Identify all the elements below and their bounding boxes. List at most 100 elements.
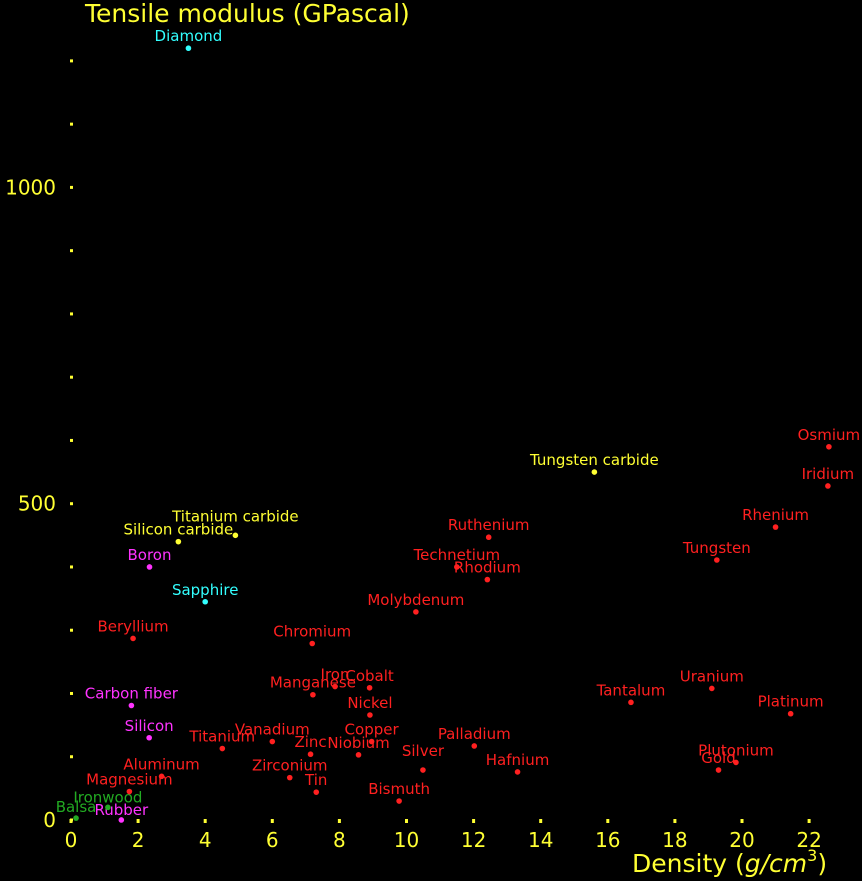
data-point — [355, 752, 362, 758]
point-label: Magnesium — [86, 771, 173, 789]
data-point — [825, 483, 831, 489]
data-point — [146, 734, 152, 741]
x-tick-label: 8 — [333, 828, 346, 852]
point-label: Platinum — [758, 693, 824, 711]
point-label: Ruthenium — [448, 516, 530, 534]
x-tick-label: 18 — [662, 828, 687, 852]
point-label: Osmium — [798, 426, 861, 444]
data-point — [185, 45, 192, 52]
point-label: Iron — [321, 666, 350, 684]
point-label: Aluminum — [123, 755, 199, 773]
x-tick-label: 12 — [461, 828, 486, 852]
x-tick-label: 16 — [595, 828, 620, 852]
data-point — [826, 443, 832, 450]
point-label: Rhodium — [454, 559, 521, 577]
point-label: Nickel — [347, 694, 392, 712]
data-point — [471, 743, 478, 749]
point-label: Balsa — [56, 798, 97, 816]
point-label: Beryllium — [97, 617, 168, 635]
data-point — [146, 564, 153, 570]
data-point — [332, 683, 338, 690]
point-label: Zirconium — [252, 757, 328, 775]
point-label: Palladium — [438, 725, 511, 743]
data-point — [310, 691, 316, 698]
data-point — [733, 759, 739, 766]
point-label: Carbon fiber — [85, 684, 179, 702]
data-point — [420, 767, 426, 773]
data-point — [714, 557, 720, 563]
point-label: Diamond — [155, 27, 223, 45]
data-point — [307, 751, 314, 758]
x-axis-title: Density (g/cm3) — [632, 846, 827, 878]
point-label: Ironwood — [73, 788, 142, 806]
point-label: Tungsten — [682, 539, 751, 557]
data-point — [628, 699, 634, 706]
point-label: Molybdenum — [367, 591, 464, 609]
point-label: Tantalum — [596, 681, 666, 699]
point-label: Uranium — [680, 667, 744, 685]
data-point — [396, 798, 402, 804]
point-label: Gold — [701, 749, 736, 767]
data-point — [118, 817, 125, 823]
point-label: Tin — [304, 771, 327, 789]
x-tick-label: 22 — [796, 828, 821, 852]
point-label: Sapphire — [172, 581, 239, 599]
data-point — [269, 738, 276, 745]
data-point — [454, 564, 460, 570]
x-tick-label: 14 — [528, 828, 553, 852]
point-label: Technetium — [413, 546, 501, 564]
data-point — [232, 532, 239, 539]
y-tick-label: 1000 — [5, 175, 56, 199]
x-tick-label: 4 — [199, 828, 212, 852]
y-tick-label: 500 — [18, 492, 56, 516]
data-point — [591, 469, 598, 475]
data-point — [158, 773, 165, 780]
data-point — [286, 774, 293, 781]
point-label: Copper — [345, 721, 400, 739]
point-label: Tungsten carbide — [529, 451, 659, 469]
point-label: Silicon — [125, 717, 174, 735]
data-point — [126, 788, 133, 795]
point-label: Plutonium — [698, 741, 774, 759]
data-point — [367, 712, 373, 718]
x-tick-label: 0 — [65, 828, 78, 852]
data-point — [709, 685, 715, 692]
point-label: Zinc — [294, 733, 326, 751]
data-point — [485, 534, 492, 541]
point-label: Titanium carbide — [171, 507, 299, 525]
y-axis-ticks: 0 500 1000 — [5, 59, 73, 832]
point-label: Cobalt — [345, 667, 394, 685]
x-tick-label: 6 — [266, 828, 279, 852]
point-label: Silicon carbide — [123, 521, 233, 539]
data-points: Diamond Sapphire Tungsten carbide Titanium … — [56, 27, 860, 823]
point-label: Bismuth — [368, 780, 430, 798]
data-point — [105, 804, 111, 811]
point-label: Chromium — [273, 623, 351, 641]
y-tick-label: 0 — [43, 808, 56, 832]
point-label: Boron — [128, 546, 172, 564]
x-tick-label: 2 — [132, 828, 145, 852]
point-label: Niobium — [327, 734, 389, 752]
data-point — [128, 702, 135, 709]
point-label: Hafnium — [486, 751, 550, 769]
point-label: Iridium — [802, 465, 855, 483]
data-point — [73, 815, 79, 821]
x-tick-label: 10 — [394, 828, 419, 852]
data-point — [313, 789, 320, 795]
data-point — [484, 576, 491, 583]
data-point — [309, 640, 316, 647]
point-label: Rhenium — [742, 506, 809, 524]
data-point — [514, 769, 521, 775]
data-point — [715, 767, 722, 773]
point-label: Manganese — [270, 674, 356, 692]
x-tick-label: 20 — [729, 828, 754, 852]
point-label: Titanium — [188, 728, 255, 746]
point-label: Silver — [402, 742, 445, 760]
data-point — [175, 538, 182, 545]
data-point — [772, 524, 779, 530]
data-point — [130, 635, 136, 642]
data-point — [368, 738, 375, 745]
data-point — [366, 684, 373, 691]
data-point — [219, 745, 226, 752]
